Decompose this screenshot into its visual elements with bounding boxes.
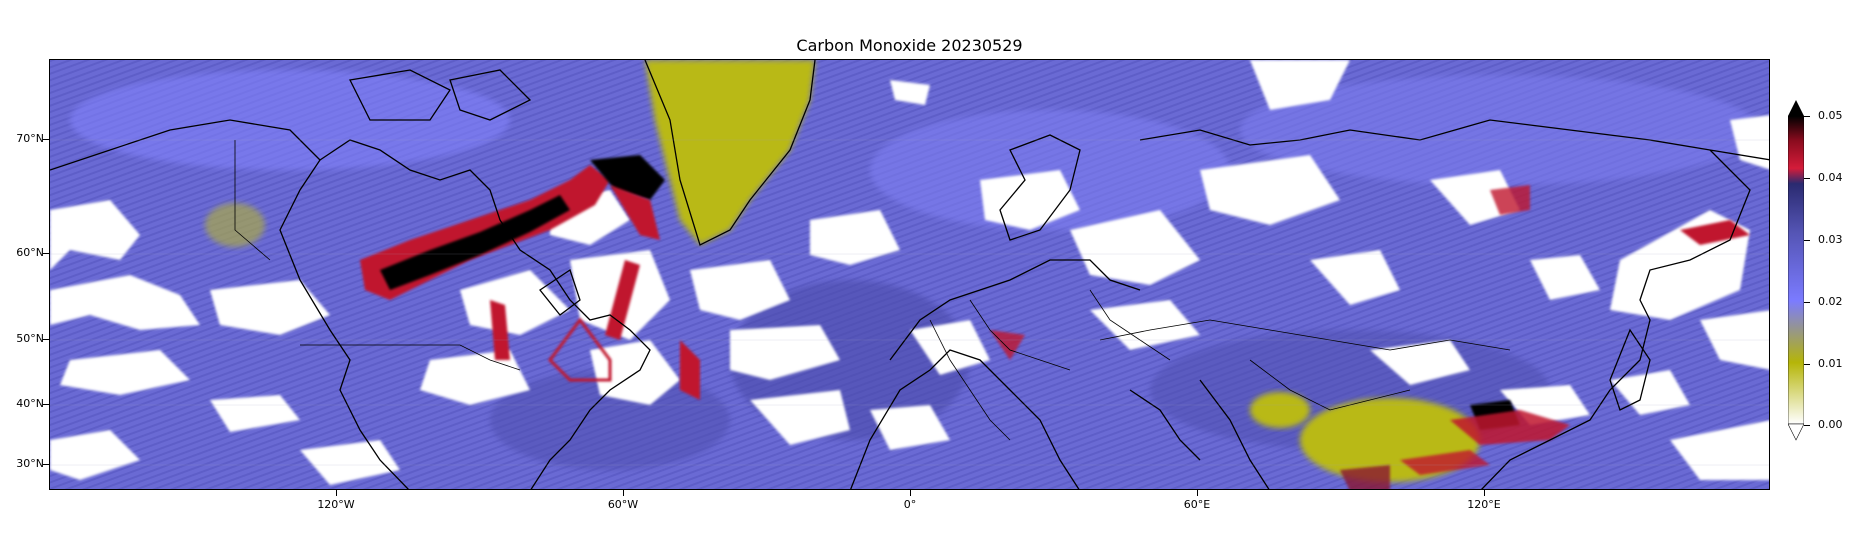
- lat-tick-mark: [43, 464, 49, 465]
- colorbar: [1788, 100, 1804, 441]
- lat-tick-mark: [43, 139, 49, 140]
- country-borders: [234, 140, 1511, 441]
- lon-tick-mark: [336, 490, 337, 496]
- graticule: [50, 139, 1769, 466]
- lat-tick-60: 60°N: [16, 246, 44, 259]
- cb-tick-mark: [1804, 240, 1810, 241]
- cb-tick-004: 0.04: [1818, 171, 1843, 184]
- cb-tick-mark: [1804, 302, 1810, 303]
- colorbar-extend-min: [1788, 423, 1804, 441]
- cb-tick-mark: [1804, 364, 1810, 365]
- cb-tick-005: 0.05: [1818, 109, 1843, 122]
- smoke-plume-asia: [990, 185, 1750, 489]
- lat-tick-mark: [43, 404, 49, 405]
- cb-tick-mark: [1804, 178, 1810, 179]
- map-title: Carbon Monoxide 20230529: [796, 36, 1023, 55]
- cb-tick-003: 0.03: [1818, 233, 1843, 246]
- lon-tick-0: 0°: [903, 498, 917, 511]
- colorbar-extend-max: [1788, 100, 1804, 116]
- lon-tick-120w: 120°W: [317, 498, 355, 511]
- greenland-low-co: [645, 60, 815, 245]
- coastlines: [50, 60, 1769, 489]
- colorbar-gradient: [1788, 115, 1804, 425]
- lat-tick-mark: [43, 253, 49, 254]
- lat-tick-70: 70°N: [16, 132, 44, 145]
- lon-tick-60e: 60°E: [1183, 498, 1211, 511]
- lon-tick-mark: [1484, 490, 1485, 496]
- lat-tick-50: 50°N: [16, 332, 44, 345]
- lon-tick-mark: [910, 490, 911, 496]
- lon-tick-120e: 120°E: [1467, 498, 1501, 511]
- lon-tick-60w: 60°W: [607, 498, 639, 511]
- cb-tick-000: 0.00: [1818, 418, 1843, 431]
- cloud-mask: [50, 60, 1769, 485]
- map-canvas: [50, 60, 1769, 489]
- lat-tick-40: 40°N: [16, 397, 44, 410]
- lat-tick-mark: [43, 339, 49, 340]
- cb-tick-mark: [1804, 425, 1810, 426]
- pakistan-low-co: [1250, 392, 1310, 428]
- lon-tick-mark: [1197, 490, 1198, 496]
- cb-tick-mark: [1804, 116, 1810, 117]
- smoke-plume-canada: [360, 155, 700, 400]
- co-map[interactable]: [49, 59, 1770, 490]
- lon-tick-mark: [623, 490, 624, 496]
- cb-tick-001: 0.01: [1818, 357, 1843, 370]
- lat-tick-30: 30°N: [16, 457, 44, 470]
- cb-tick-002: 0.02: [1818, 295, 1843, 308]
